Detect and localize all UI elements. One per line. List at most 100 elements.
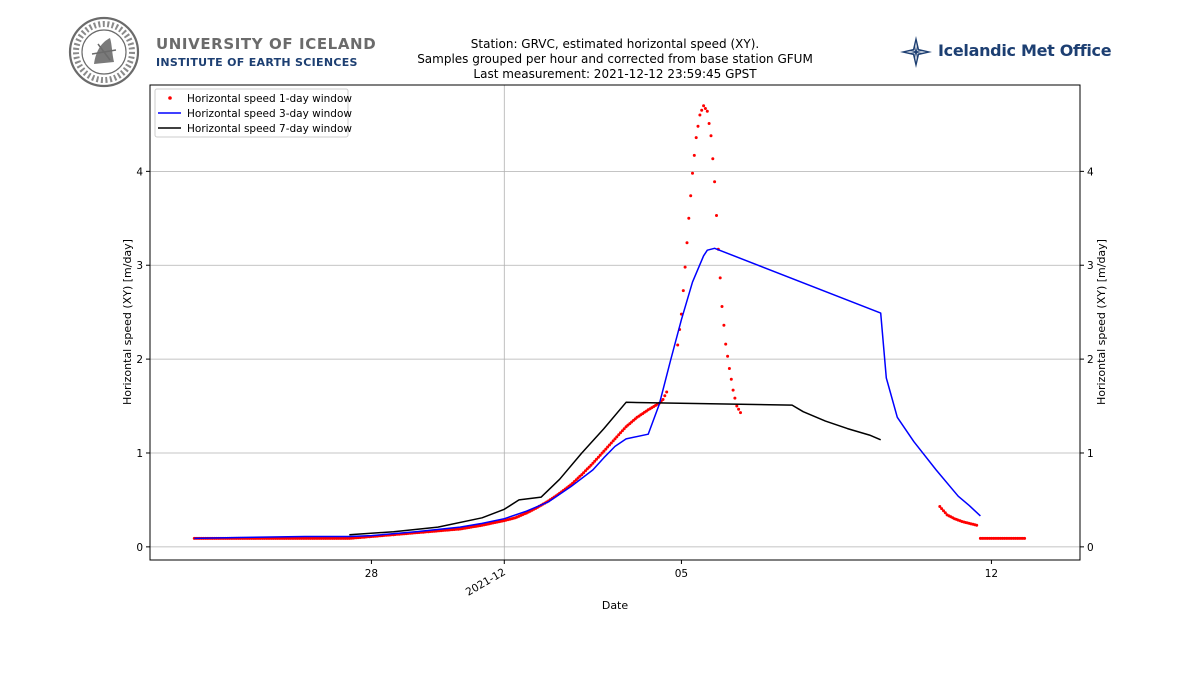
legend-label-7day: Horizontal speed 7-day window — [187, 123, 352, 135]
point-1day — [720, 305, 724, 308]
point-1day — [689, 194, 693, 198]
university-of-iceland-logo — [68, 16, 140, 88]
point-1day — [735, 404, 739, 408]
x-tick-label: 05 — [675, 568, 688, 580]
point-1day — [943, 511, 947, 515]
point-1day — [733, 396, 737, 400]
chart-title-line-3: Last measurement: 2021-12-12 23:59:45 GP… — [473, 67, 757, 81]
plot-frame — [149, 84, 1081, 561]
y-tick-label-right: 3 — [1087, 260, 1094, 272]
point-1day — [600, 451, 604, 455]
grid — [150, 85, 1080, 560]
point-1day — [711, 157, 715, 161]
y-tick-label-right: 4 — [1087, 166, 1094, 178]
y-tick-label-left: 2 — [136, 354, 143, 366]
point-1day — [713, 180, 717, 184]
point-1day — [609, 441, 613, 445]
met-office-name: Icelandic Met Office — [938, 41, 1112, 60]
legend: Horizontal speed 1-day window Horizontal… — [154, 88, 352, 138]
point-1day — [665, 390, 669, 394]
point-1day — [661, 398, 665, 401]
point-1day — [700, 108, 704, 112]
point-1day — [582, 471, 586, 475]
point-1day — [595, 457, 598, 461]
point-1day — [715, 214, 718, 217]
point-1day — [611, 439, 615, 443]
point-1day — [681, 289, 685, 293]
point-1day — [707, 122, 711, 125]
chart-title-line-1: Station: GRVC, estimated horizontal spee… — [470, 37, 760, 51]
point-1day — [729, 377, 733, 381]
x-tick-label: 28 — [365, 568, 378, 580]
point-1day — [737, 407, 741, 411]
point-1day — [731, 388, 735, 392]
point-1day — [683, 265, 687, 269]
point-1day — [691, 171, 694, 175]
point-1day — [702, 104, 706, 108]
line-3day — [194, 247, 981, 540]
point-1day — [692, 153, 696, 157]
point-1day — [585, 467, 589, 471]
x-axis-label: Date — [602, 599, 629, 612]
point-1day — [602, 449, 606, 453]
point-1day — [698, 113, 702, 117]
point-1day — [617, 433, 621, 437]
point-1day — [615, 435, 619, 439]
point-1day — [739, 411, 742, 415]
point-1day — [727, 367, 731, 370]
y-tick-label-right: 1 — [1087, 448, 1094, 460]
institute-name: INSTITUTE OF EARTH SCIENCES — [156, 56, 358, 69]
university-name: UNIVERSITY OF ICELAND — [156, 35, 377, 53]
point-1day — [587, 465, 591, 469]
series — [192, 104, 1027, 540]
y-tick-label-right: 2 — [1087, 354, 1094, 366]
point-1day — [663, 394, 667, 398]
y-tick-label-left: 1 — [136, 448, 143, 460]
point-1day — [613, 437, 617, 441]
point-1day — [620, 429, 624, 433]
line-7day — [349, 401, 881, 536]
point-1day — [709, 134, 713, 138]
legend-box — [154, 88, 349, 138]
point-1day — [584, 469, 587, 473]
y-tick-label-right: 0 — [1087, 542, 1094, 554]
point-1day — [687, 216, 691, 220]
icelandic-met-office-logo-icon — [900, 36, 932, 68]
point-1day — [718, 276, 722, 280]
university-seal — [68, 16, 140, 88]
point-1day — [598, 453, 602, 457]
x-tick-label: 2021-12 — [464, 566, 508, 598]
point-1day — [1023, 536, 1027, 540]
axis-ticks: 0 01 12 23 34 428 2021-12 05 12 — [136, 166, 1094, 598]
y-tick-label-left: 4 — [136, 166, 143, 178]
point-1day — [703, 107, 707, 110]
point-1day — [975, 523, 979, 527]
chart-title-line-2: Samples grouped per hour and corrected f… — [417, 52, 813, 66]
point-1day — [724, 342, 728, 346]
point-1day — [591, 461, 595, 465]
x-tick-label: 12 — [985, 568, 998, 580]
point-1day — [685, 241, 689, 245]
legend-label-1day: Horizontal speed 1-day window — [187, 93, 352, 105]
point-1day — [589, 463, 593, 467]
point-1day — [572, 480, 576, 483]
point-1day — [608, 443, 611, 447]
point-1day — [940, 507, 944, 511]
point-1day — [580, 473, 584, 477]
point-1day — [696, 124, 700, 128]
point-1day — [676, 343, 680, 347]
point-1day — [604, 447, 608, 451]
y-tick-label-left: 3 — [136, 260, 143, 272]
point-1day — [622, 427, 626, 431]
point-1day — [722, 323, 726, 327]
point-1day — [694, 136, 698, 140]
point-1day — [606, 445, 610, 449]
point-1day — [619, 431, 622, 435]
point-1day — [938, 505, 942, 508]
y-axis-label-right: Horizontal speed (XY) [m/day] — [1095, 239, 1108, 405]
point-1day — [596, 455, 600, 459]
point-1day — [705, 109, 709, 113]
point-1day — [593, 459, 597, 463]
y-tick-label-left: 0 — [136, 542, 143, 554]
